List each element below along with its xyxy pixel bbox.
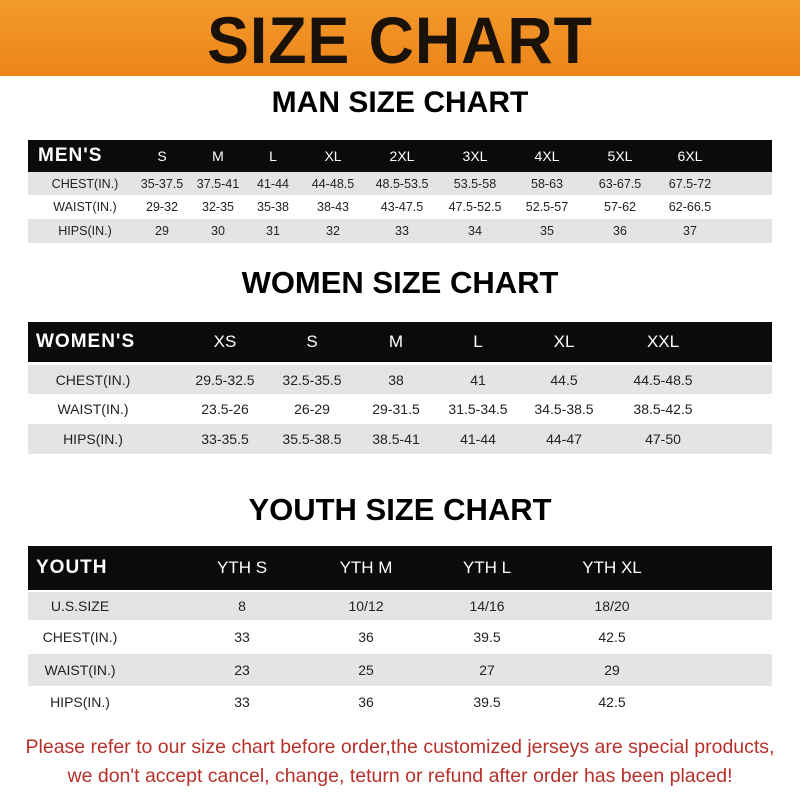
table-row: CHEST(IN.) 33 36 39.5 42.5 xyxy=(28,620,772,654)
table-header-row: YOUTH YTH S YTH M YTH L YTH XL xyxy=(28,546,772,590)
table-row: WAIST(IN.) 23.5-26 26-29 29-31.5 31.5-34.5 34… xyxy=(28,394,772,424)
table-row: WAIST(IN.) 29-32 32-35 35-38 38-43 43-47.5 47.… xyxy=(28,195,772,219)
table-row: CHEST(IN.) 35-37.5 37.5-41 41-44 44-48.5 48.5… xyxy=(28,172,772,195)
notice-line-1: Please refer to our size chart before or… xyxy=(25,736,775,758)
notice-line-2: we don't accept cancel, change, teturn o… xyxy=(67,765,733,787)
youth-section-title: YOUTH SIZE CHART xyxy=(248,492,552,527)
table-row: CHEST(IN.) 29.5-32.5 32.5-35.5 38 41 44.5 44.5… xyxy=(28,365,772,394)
women-section-title: WOMEN SIZE CHART xyxy=(241,265,559,300)
men-section-title: MAN SIZE CHART xyxy=(271,86,529,119)
table-header-row: WOMEN'S XS S M L XL XXL xyxy=(28,322,772,362)
table-row: HIPS(IN.) 33-35.5 35.5-38.5 38.5-41 41-44 44-… xyxy=(28,424,772,454)
header-banner: SIZE CHART xyxy=(0,0,800,77)
table-row: HIPS(IN.) 33 36 39.5 42.5 xyxy=(28,686,772,718)
page-title: SIZE CHART xyxy=(207,3,593,77)
table-header-row: MEN'S S M L XL 2XL 3XL 4XL 5XL 6XL xyxy=(28,140,772,172)
table-row: U.S.SIZE 8 10/12 14/16 18/20 xyxy=(28,592,772,620)
table-row: HIPS(IN.) 29 30 31 32 33 34 35 36 37 xyxy=(28,219,772,243)
table-row: WAIST(IN.) 23 25 27 29 xyxy=(28,654,772,686)
